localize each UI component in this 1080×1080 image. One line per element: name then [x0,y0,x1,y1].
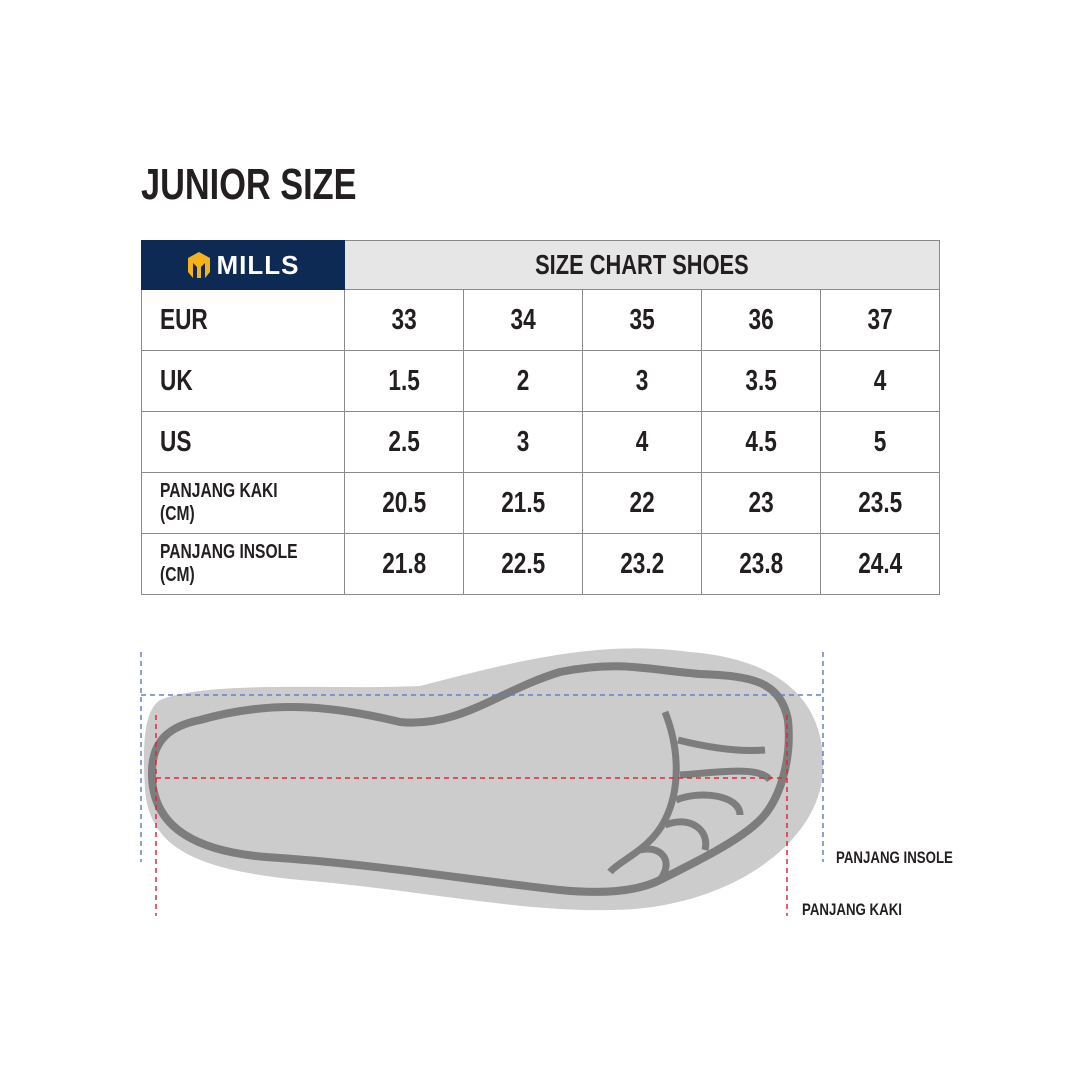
cell-value: 33 [391,303,417,336]
table-cell: 3.5 [701,350,821,412]
table-cell: 4.5 [701,411,821,473]
row-label-text: EUR [160,303,208,336]
cell-value: 21.8 [381,547,427,580]
table-cell: 3 [582,350,702,412]
brand-logo-cell: MILLS [141,240,345,290]
insole-shape [143,648,823,911]
table-row: PANJANG INSOLE (CM) 21.8 22.5 23.2 23.8 24.4 [141,533,940,595]
table-cell: 34 [463,289,583,351]
table-row: PANJANG KAKI (CM) 20.5 21.5 22 23 23.5 [141,472,940,534]
table-cell: 23.2 [582,533,702,595]
cell-value: 3.5 [745,364,777,397]
row-label-text: US [160,425,192,458]
brand-name: MILLS [216,249,300,280]
table-cell: 21.8 [344,533,464,595]
cell-value: 4 [635,425,649,458]
table-cell: 4 [820,350,940,412]
insole-length-label: PANJANG INSOLE [836,848,986,868]
insole-length-text: PANJANG INSOLE [836,848,953,867]
row-label: PANJANG INSOLE (CM) [141,533,345,595]
cell-value: 23.8 [738,547,784,580]
cell-value: 24.4 [857,547,903,580]
table-cell: 22 [582,472,702,534]
table-row: EUR 33 34 35 36 37 [141,289,940,351]
table-cell: 22.5 [463,533,583,595]
cell-value: 20.5 [381,486,427,519]
cell-value: 2 [516,364,530,397]
row-label-text: UK [160,364,193,397]
table-cell: 23 [701,472,821,534]
table-header-row: MILLS SIZE CHART SHOES [141,240,940,290]
size-chart-table: MILLS SIZE CHART SHOES EUR 33 34 35 36 37 UK 1.… [141,240,940,595]
page-title: JUNIOR SIZE [141,160,417,210]
table-cell: 33 [344,289,464,351]
row-label: EUR [141,289,345,351]
table-cell: 24.4 [820,533,940,595]
table-cell: 2.5 [344,411,464,473]
row-label: UK [141,350,345,412]
toes-outline [607,710,773,883]
foot-outline [147,662,793,896]
table-cell: 37 [820,289,940,351]
foot-length-text: PANJANG KAKI [802,900,902,919]
cell-value: 21.5 [500,486,546,519]
cell-value: 4.5 [745,425,777,458]
table-row: US 2.5 3 4 4.5 5 [141,411,940,473]
table-cell: 36 [701,289,821,351]
table-cell: 4 [582,411,702,473]
cell-value: 22.5 [500,547,546,580]
cell-value: 23.5 [857,486,903,519]
page-title-text: JUNIOR SIZE [141,160,357,209]
cell-value: 3 [516,425,530,458]
cell-value: 5 [873,425,887,458]
helmet-logo-icon [187,252,210,278]
chart-title: SIZE CHART SHOES [535,249,749,280]
cell-value: 22 [629,486,655,519]
foot-length-label: PANJANG KAKI [802,900,930,920]
row-label-text: PANJANG KAKI (CM) [160,480,278,525]
cell-value: 3 [635,364,649,397]
cell-value: 34 [510,303,536,336]
cell-value: 2.5 [388,425,420,458]
cell-value: 36 [748,303,774,336]
row-label-text: PANJANG INSOLE (CM) [160,541,298,586]
cell-value: 35 [629,303,655,336]
cell-value: 23.2 [619,547,665,580]
row-label: PANJANG KAKI (CM) [141,472,345,534]
cell-value: 1.5 [388,364,420,397]
table-cell: 21.5 [463,472,583,534]
table-cell: 3 [463,411,583,473]
cell-value: 23 [748,486,774,519]
chart-title-cell: SIZE CHART SHOES [344,240,940,290]
cell-value: 4 [873,364,887,397]
cell-value: 37 [867,303,893,336]
table-row: UK 1.5 2 3 3.5 4 [141,350,940,412]
table-cell: 20.5 [344,472,464,534]
table-cell: 23.8 [701,533,821,595]
